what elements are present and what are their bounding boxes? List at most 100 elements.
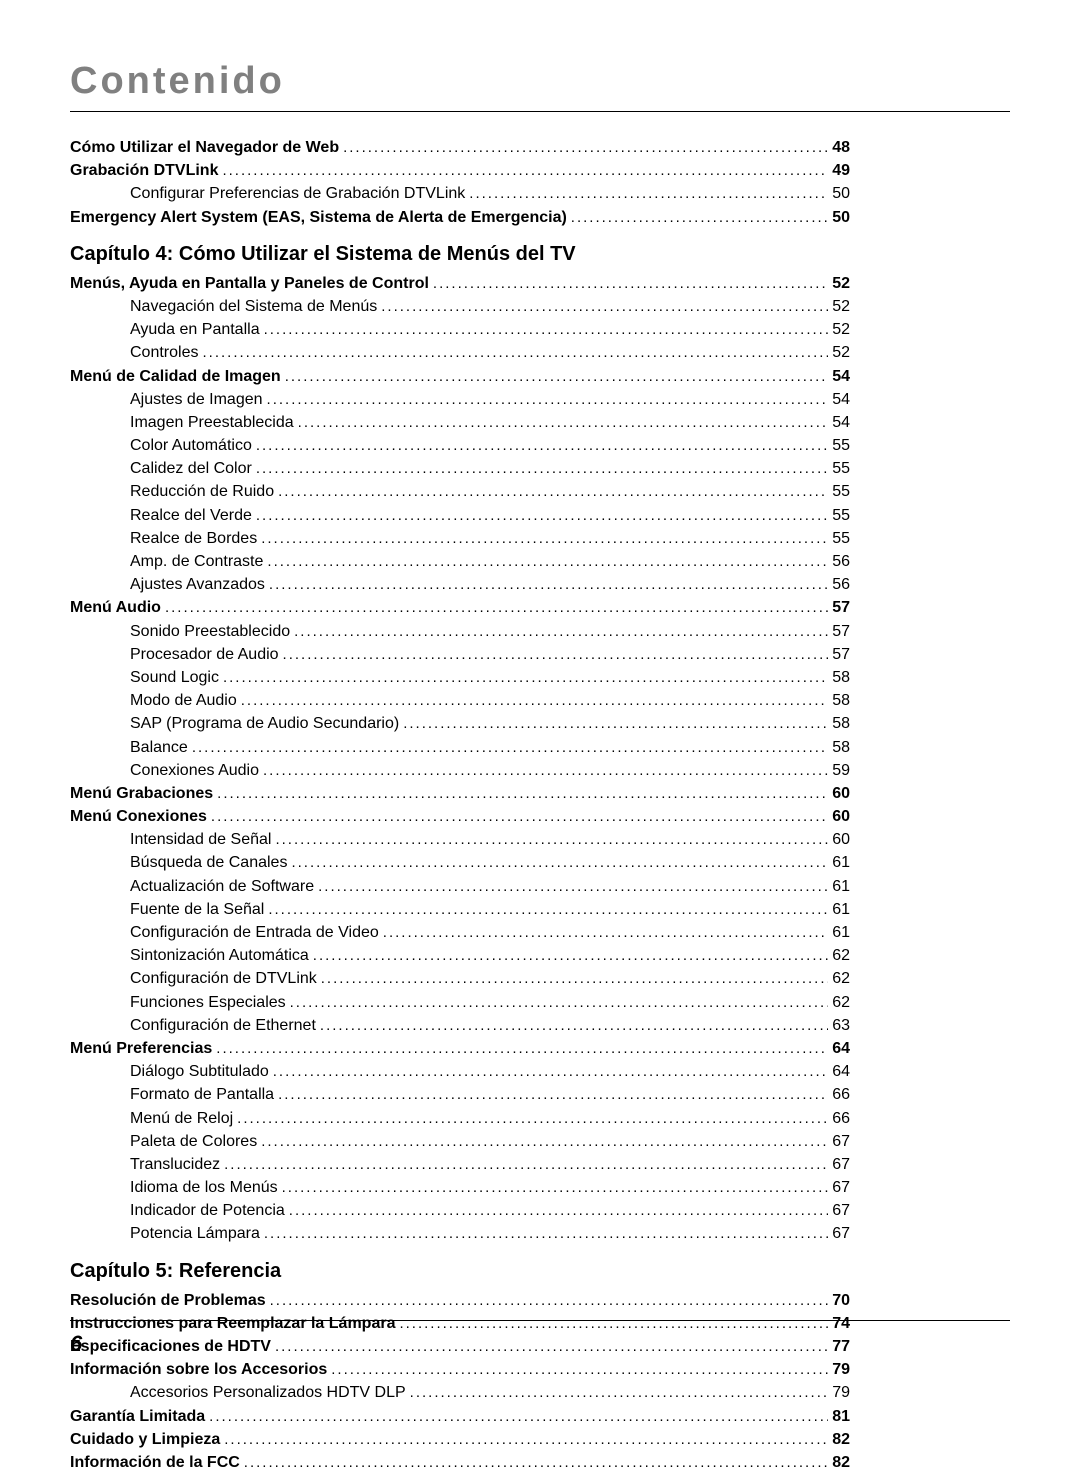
toc-entry-label: Cuidado y Limpieza [70, 1428, 220, 1451]
toc-entry-page: 64 [832, 1060, 850, 1083]
toc-entry: Instrucciones para Reemplazar la Lámpara… [70, 1312, 850, 1335]
toc-leader-dots [192, 737, 828, 759]
toc-leader-dots [343, 137, 828, 159]
toc-entry-page: 70 [832, 1289, 850, 1312]
toc-entry: Menú Audio57 [70, 596, 850, 619]
toc-leader-dots [318, 876, 828, 898]
toc-entry-label: Controles [130, 341, 198, 364]
toc-leader-dots [244, 1452, 828, 1474]
toc-entry-label: Realce de Bordes [130, 527, 257, 550]
toc-entry-page: 61 [832, 898, 850, 921]
toc-entry: Indicador de Potencia67 [70, 1199, 850, 1222]
toc-leader-dots [263, 760, 828, 782]
toc-entry: Configuración de Entrada de Video61 [70, 921, 850, 944]
toc-entry: Procesador de Audio 57 [70, 643, 850, 666]
toc-entry-label: Color Automático [130, 434, 252, 457]
toc-entry-page: 64 [832, 1037, 850, 1060]
toc-entry-label: Indicador de Potencia [130, 1199, 285, 1222]
toc-entry-page: 58 [832, 666, 850, 689]
toc-entry: Realce de Bordes55 [70, 527, 850, 550]
toc-leader-dots [320, 1015, 828, 1037]
toc-entry-page: 67 [832, 1153, 850, 1176]
toc-entry: Controles52 [70, 341, 850, 364]
toc-leader-dots [241, 690, 828, 712]
toc-entry-page: 57 [832, 620, 850, 643]
toc-entry-label: Procesador de Audio [130, 643, 279, 666]
toc-entry-label: Formato de Pantalla [130, 1083, 274, 1106]
toc-entry-label: Configurar Preferencias de Grabación DTV… [130, 182, 465, 205]
toc-leader-dots [256, 505, 828, 527]
toc-entry: Menú de Reloj66 [70, 1107, 850, 1130]
toc-entry-page: 52 [832, 295, 850, 318]
toc-entry: Sonido Preestablecido57 [70, 620, 850, 643]
toc-entry-label: Intensidad de Señal [130, 828, 271, 851]
toc-leader-dots [433, 273, 828, 295]
toc-entry-label: Información sobre los Accesorios [70, 1358, 327, 1381]
toc-entry-label: Sintonización Automática [130, 944, 309, 967]
toc-entry-page: 61 [832, 875, 850, 898]
toc-entry: Balance58 [70, 736, 850, 759]
toc-leader-dots [261, 1131, 828, 1153]
toc-leader-dots [291, 852, 828, 874]
toc-entry: Garantía Limitada 81 [70, 1405, 850, 1428]
toc-entry-label: Fuente de la Señal [130, 898, 264, 921]
toc-entry: Intensidad de Señal60 [70, 828, 850, 851]
toc-leader-dots [223, 667, 828, 689]
toc-entry-page: 60 [832, 782, 850, 805]
toc-entry-page: 59 [832, 759, 850, 782]
toc-leader-dots [278, 481, 828, 503]
toc-leader-dots [202, 342, 828, 364]
toc-entry: Configurar Preferencias de Grabación DTV… [70, 182, 850, 205]
toc-entry-page: 55 [832, 504, 850, 527]
footer-rule [70, 1320, 1010, 1321]
toc-leader-dots [381, 296, 828, 318]
toc-entry-label: Accesorios Personalizados HDTV DLP [130, 1381, 406, 1404]
toc-entry-page: 67 [832, 1176, 850, 1199]
toc-leader-dots [267, 389, 829, 411]
toc-entry: Conexiones Audio 59 [70, 759, 850, 782]
toc-entry-page: 60 [832, 805, 850, 828]
toc-entry: Calidez del Color55 [70, 457, 850, 480]
toc-entry-page: 50 [832, 206, 850, 229]
page-title: Contenido [70, 60, 1010, 103]
toc-entry-label: Configuración de Entrada de Video [130, 921, 379, 944]
toc-entry-label: Cómo Utilizar el Navegador de Web [70, 136, 339, 159]
toc-leader-dots [269, 574, 828, 596]
toc-entry: Grabación DTVLink49 [70, 159, 850, 182]
toc-leader-dots [264, 319, 829, 341]
toc-entry: Actualización de Software61 [70, 875, 850, 898]
toc-entry-label: Menú Grabaciones [70, 782, 213, 805]
toc-entry-page: 81 [832, 1405, 850, 1428]
toc-entry-label: Instrucciones para Reemplazar la Lámpara [70, 1312, 395, 1335]
toc-entry-label: Sound Logic [130, 666, 219, 689]
toc-entry-page: 56 [832, 550, 850, 573]
toc-leader-dots [267, 551, 828, 573]
toc-leader-dots [273, 1061, 828, 1083]
toc-leader-dots [331, 1359, 828, 1381]
toc-entry-page: 57 [832, 643, 850, 666]
toc-entry: Fuente de la Señal 61 [70, 898, 850, 921]
toc-entry-label: Garantía Limitada [70, 1405, 205, 1428]
toc-leader-dots [313, 945, 828, 967]
toc-entry-label: Funciones Especiales [130, 991, 286, 1014]
title-rule [70, 111, 1010, 112]
toc-entry-label: Translucidez [130, 1153, 220, 1176]
toc-leader-dots [256, 458, 828, 480]
toc-entry: Imagen Preestablecida54 [70, 411, 850, 434]
toc-entry-label: Emergency Alert System (EAS, Sistema de … [70, 206, 567, 229]
toc-leader-dots [298, 412, 829, 434]
toc-entry-page: 82 [832, 1428, 850, 1451]
toc-entry-label: Navegación del Sistema de Menús [130, 295, 377, 318]
toc-entry-label: Conexiones Audio [130, 759, 259, 782]
toc-entry: Potencia Lámpara67 [70, 1222, 850, 1245]
toc-entry-page: 52 [832, 318, 850, 341]
toc-entry-label: Calidez del Color [130, 457, 252, 480]
toc-entry-page: 66 [832, 1107, 850, 1130]
toc-entry: Resolución de Problemas70 [70, 1289, 850, 1312]
toc-entry: Menús, Ayuda en Pantalla y Paneles de Co… [70, 272, 850, 295]
toc-entry-page: 63 [832, 1014, 850, 1037]
toc-entry: Menú Conexiones60 [70, 805, 850, 828]
toc-leader-dots [294, 621, 828, 643]
toc-entry: Paleta de Colores67 [70, 1130, 850, 1153]
toc-entry: Color Automático55 [70, 434, 850, 457]
